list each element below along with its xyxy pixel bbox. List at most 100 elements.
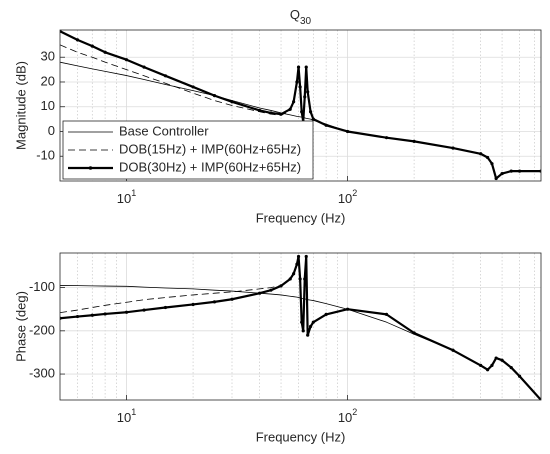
series-line bbox=[60, 256, 541, 400]
series-marker bbox=[295, 262, 299, 266]
series-marker bbox=[279, 284, 283, 288]
x-tick-base: 10 bbox=[117, 191, 131, 206]
y-tick-label: -300 bbox=[29, 365, 55, 380]
x-tick-base: 10 bbox=[338, 410, 352, 425]
series-marker bbox=[269, 288, 273, 292]
series-marker bbox=[90, 313, 94, 317]
y-tick-label: -200 bbox=[29, 322, 55, 337]
y-tick-label: -10 bbox=[36, 148, 55, 163]
series-marker bbox=[75, 38, 80, 42]
series-marker bbox=[304, 254, 308, 259]
series-marker bbox=[306, 333, 310, 337]
legend-label: Base Controller bbox=[119, 123, 209, 138]
series-marker bbox=[304, 65, 308, 69]
x-tick-base: 10 bbox=[117, 410, 131, 425]
series-marker bbox=[412, 139, 416, 143]
x-tick-label: 101 bbox=[117, 188, 136, 206]
title-subscript: 30 bbox=[300, 16, 312, 27]
x-tick-label: 101 bbox=[117, 407, 136, 425]
y-axis-label: Magnitude (dB) bbox=[13, 61, 28, 150]
y-tick-label: -100 bbox=[29, 279, 55, 294]
y-tick-label: 30 bbox=[41, 49, 55, 64]
series-marker bbox=[298, 85, 302, 89]
series-marker bbox=[517, 374, 522, 378]
y-tick-label: 10 bbox=[41, 98, 55, 113]
series-marker bbox=[301, 329, 305, 333]
series-marker bbox=[451, 348, 455, 352]
series-marker bbox=[384, 136, 389, 140]
series-marker bbox=[124, 310, 129, 314]
series-marker bbox=[288, 107, 292, 111]
series-marker bbox=[230, 100, 234, 104]
series-marker bbox=[279, 112, 283, 116]
series-marker bbox=[509, 169, 513, 173]
series-marker bbox=[292, 100, 296, 104]
series-marker bbox=[324, 312, 328, 316]
series-marker bbox=[300, 110, 304, 114]
series-marker bbox=[479, 363, 483, 368]
y-axis-label: Phase (deg) bbox=[13, 291, 28, 362]
legend-marker bbox=[88, 166, 93, 170]
title-main: Q bbox=[290, 7, 300, 22]
series-marker bbox=[324, 123, 328, 127]
y-tick-label: 0 bbox=[48, 123, 55, 138]
series-marker bbox=[451, 146, 455, 150]
x-tick-exponent: 2 bbox=[352, 188, 357, 198]
series-marker bbox=[230, 297, 234, 301]
series-marker bbox=[308, 110, 313, 114]
x-tick-base: 10 bbox=[338, 191, 352, 206]
chart-title: Q30 bbox=[290, 7, 312, 26]
series-marker bbox=[500, 358, 504, 362]
series-marker bbox=[345, 129, 350, 134]
series-marker bbox=[300, 320, 304, 324]
series-marker bbox=[308, 324, 313, 329]
series-marker bbox=[295, 80, 299, 84]
series-marker bbox=[303, 95, 307, 99]
x-tick-label: 102 bbox=[338, 407, 357, 425]
axes-frame bbox=[59, 252, 542, 401]
series-marker bbox=[75, 314, 80, 319]
y-tick-label: 20 bbox=[41, 73, 55, 88]
series-marker bbox=[296, 254, 301, 259]
series-marker bbox=[163, 305, 168, 310]
x-axis-label: Frequency (Hz) bbox=[256, 429, 346, 444]
series-marker bbox=[306, 90, 310, 94]
axes-frame bbox=[59, 29, 542, 182]
series-marker bbox=[103, 50, 107, 54]
series-marker bbox=[517, 169, 522, 173]
series-marker bbox=[384, 312, 389, 316]
x-tick-exponent: 2 bbox=[352, 407, 357, 417]
series-marker bbox=[509, 365, 513, 370]
series-marker bbox=[490, 162, 494, 166]
legend-label: DOB(15Hz) + IMP(60Hz+65Hz) bbox=[119, 141, 301, 156]
series-marker bbox=[124, 58, 129, 62]
x-tick-exponent: 1 bbox=[131, 407, 136, 417]
series-marker bbox=[142, 65, 146, 69]
series-marker bbox=[103, 312, 107, 316]
series-marker bbox=[191, 302, 195, 307]
series-marker bbox=[490, 363, 494, 368]
series-marker bbox=[212, 300, 217, 304]
series-marker bbox=[494, 356, 498, 360]
x-tick-label: 102 bbox=[338, 188, 357, 206]
series-marker bbox=[500, 171, 504, 176]
series-marker bbox=[212, 93, 217, 98]
series-marker bbox=[269, 111, 273, 115]
series-marker bbox=[288, 277, 292, 281]
legend-label: DOB(30Hz) + IMP(60Hz+65Hz) bbox=[119, 159, 301, 174]
series-marker bbox=[258, 108, 262, 113]
series-marker bbox=[298, 277, 302, 281]
series-group bbox=[60, 30, 541, 181]
series-marker bbox=[311, 117, 315, 121]
series-marker bbox=[485, 368, 490, 372]
series-marker bbox=[345, 307, 350, 311]
series-marker bbox=[258, 291, 262, 295]
series-marker bbox=[494, 176, 498, 181]
x-axis-label: Frequency (Hz) bbox=[256, 210, 346, 225]
series-marker bbox=[296, 65, 301, 69]
series-group bbox=[60, 254, 541, 400]
series-marker bbox=[90, 44, 94, 48]
series-marker bbox=[142, 308, 146, 312]
series-marker bbox=[163, 74, 168, 78]
